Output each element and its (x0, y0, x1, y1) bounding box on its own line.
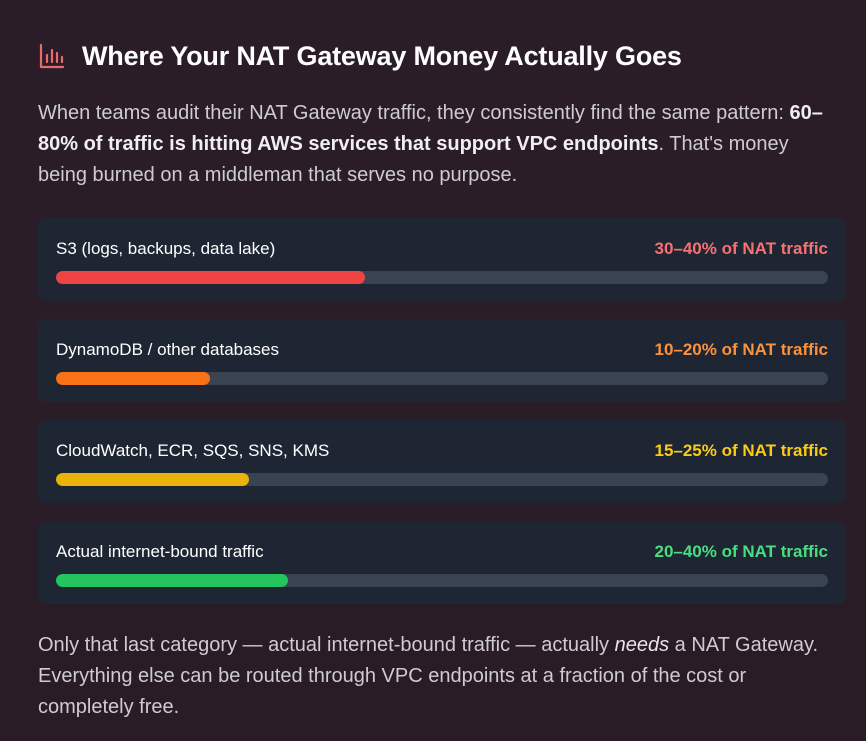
progress-track (56, 574, 828, 587)
bar-chart-icon (38, 42, 66, 70)
traffic-label: Actual internet-bound traffic (56, 542, 264, 561)
progress-track (56, 473, 828, 486)
traffic-label: S3 (logs, backups, data lake) (56, 239, 276, 258)
traffic-label: CloudWatch, ECR, SQS, SNS, KMS (56, 441, 330, 460)
intro-paragraph: When teams audit their NAT Gateway traff… (38, 98, 838, 191)
section-header: Where Your NAT Gateway Money Actually Go… (38, 36, 682, 76)
progress-track (56, 271, 828, 284)
progress-fill (56, 372, 211, 385)
intro-highlight: 60–80% of traffic is hitting AWS service… (38, 102, 823, 155)
progress-fill (56, 473, 249, 486)
conclusion-emphasis: needs (614, 634, 670, 656)
traffic-card-internet: Actual internet-bound traffic 20–40% of … (38, 521, 846, 604)
progress-fill (56, 574, 288, 587)
traffic-percentage: 20–40% of NAT traffic (654, 542, 828, 561)
traffic-card-dynamodb: DynamoDB / other databases 10–20% of NAT… (38, 319, 846, 402)
traffic-label: DynamoDB / other databases (56, 340, 280, 359)
intro-text: When teams audit their NAT Gateway traff… (38, 102, 790, 124)
progress-track (56, 372, 828, 385)
conclusion-text: Only that last category — actual interne… (38, 634, 615, 656)
traffic-percentage: 30–40% of NAT traffic (654, 239, 828, 258)
conclusion-text-end: a NAT Gateway. Everything else can be ro… (38, 634, 819, 718)
intro-text-end: . That's money being burned on a middlem… (38, 133, 789, 186)
traffic-card-aws-services: CloudWatch, ECR, SQS, SNS, KMS 15–25% of… (38, 420, 846, 503)
traffic-card-s3: S3 (logs, backups, data lake) 30–40% of … (38, 218, 846, 301)
traffic-percentage: 10–20% of NAT traffic (654, 340, 828, 359)
page-title: Where Your NAT Gateway Money Actually Go… (82, 40, 682, 71)
traffic-percentage: 15–25% of NAT traffic (654, 441, 828, 460)
progress-fill (56, 271, 365, 284)
traffic-breakdown: S3 (logs, backups, data lake) 30–40% of … (38, 218, 846, 622)
conclusion-paragraph: Only that last category — actual interne… (38, 630, 838, 723)
